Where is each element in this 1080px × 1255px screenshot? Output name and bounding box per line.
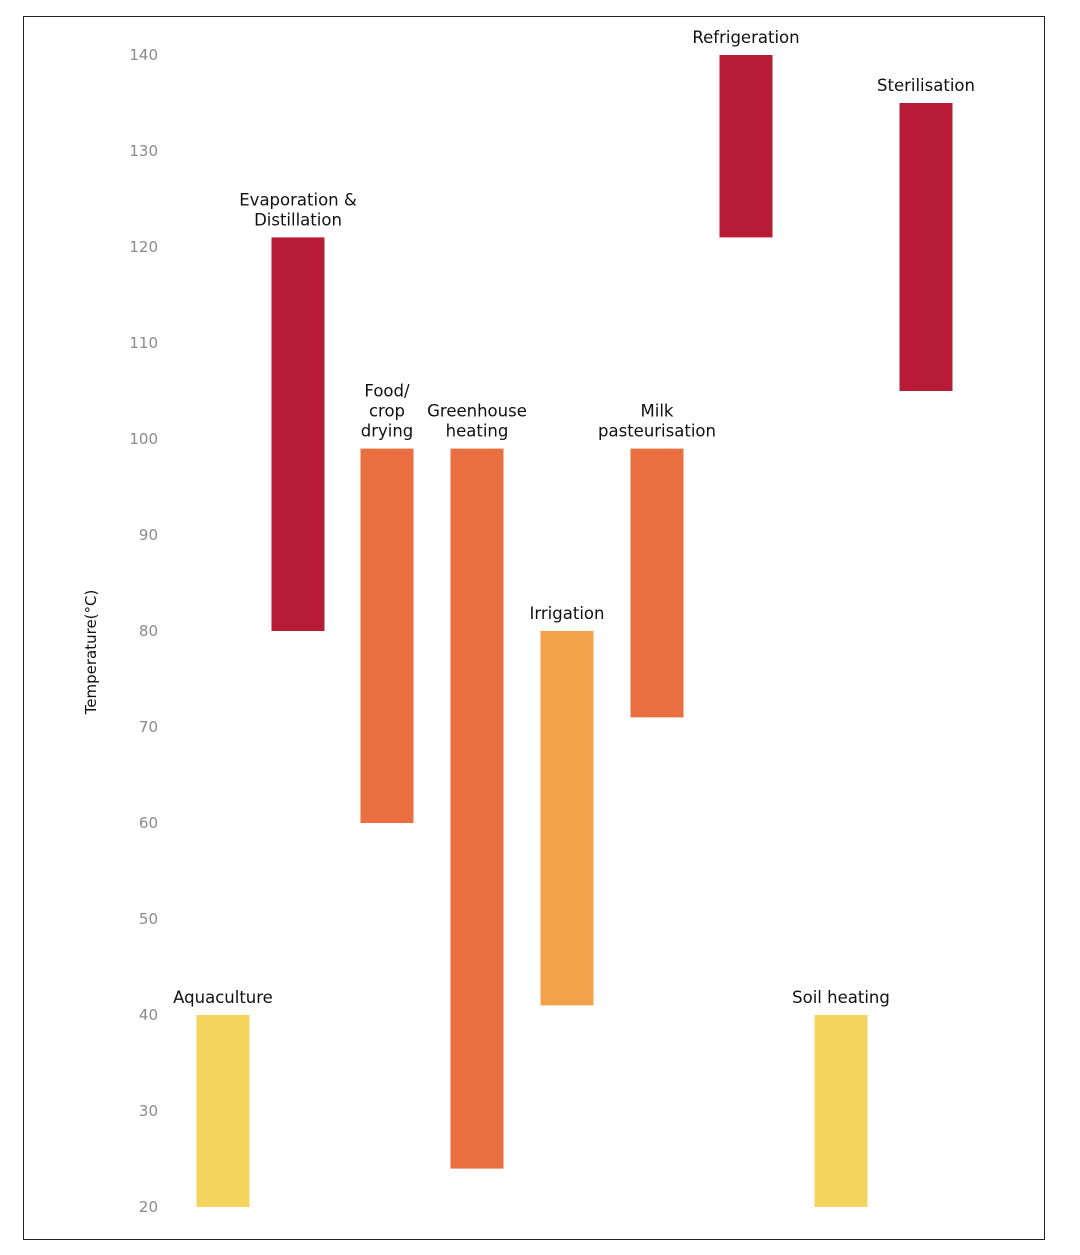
- bar-label: Sterilisation: [877, 76, 975, 95]
- y-axis-ticks: 20 30 40 50 60 70 80 90 100 110 120 130 140: [129, 46, 158, 1216]
- bar-0: [196, 1015, 250, 1207]
- bar-1: [271, 237, 325, 631]
- bar-8: [899, 103, 953, 391]
- y-tick-label: 90: [139, 526, 158, 544]
- y-tick-label: 30: [139, 1102, 158, 1120]
- bar-label: heating: [446, 422, 509, 441]
- y-tick-label: 50: [139, 910, 158, 928]
- bar-7: [814, 1015, 868, 1207]
- bar-label: Food/: [364, 382, 410, 401]
- bar-3: [450, 448, 504, 1169]
- y-tick-label: 110: [129, 334, 158, 352]
- bar-2: [360, 448, 414, 823]
- bar-label: Soil heating: [792, 988, 890, 1007]
- bar-label: drying: [361, 422, 414, 441]
- y-tick-label: 100: [129, 430, 158, 448]
- bar-6: [719, 55, 773, 238]
- bar-label: Evaporation &: [239, 190, 357, 209]
- bar-labels: Aquaculture Evaporation &Distillation Food…: [173, 28, 975, 1007]
- bar-label: Greenhouse: [427, 402, 527, 421]
- bar-5: [630, 448, 684, 718]
- bar-label: pasteurisation: [598, 422, 716, 441]
- y-axis-label: Temperature(°C): [82, 590, 100, 716]
- bar-label: Irrigation: [530, 604, 605, 623]
- bar-label: Milk: [641, 402, 674, 421]
- y-tick-label: 70: [139, 718, 158, 736]
- bar-label: Distillation: [254, 210, 342, 229]
- y-tick-label: 60: [139, 814, 158, 832]
- bar-label: crop: [369, 402, 405, 421]
- y-tick-label: 20: [139, 1198, 158, 1216]
- bar-label: Refrigeration: [692, 28, 799, 47]
- y-tick-label: 130: [129, 142, 158, 160]
- bar-label: Aquaculture: [173, 988, 273, 1007]
- bar-4: [540, 631, 594, 1006]
- y-tick-label: 120: [129, 238, 158, 256]
- y-tick-label: 80: [139, 622, 158, 640]
- y-tick-label: 140: [129, 46, 158, 64]
- y-tick-label: 40: [139, 1006, 158, 1024]
- chart-frame: [23, 16, 1045, 1240]
- bars: [196, 55, 953, 1207]
